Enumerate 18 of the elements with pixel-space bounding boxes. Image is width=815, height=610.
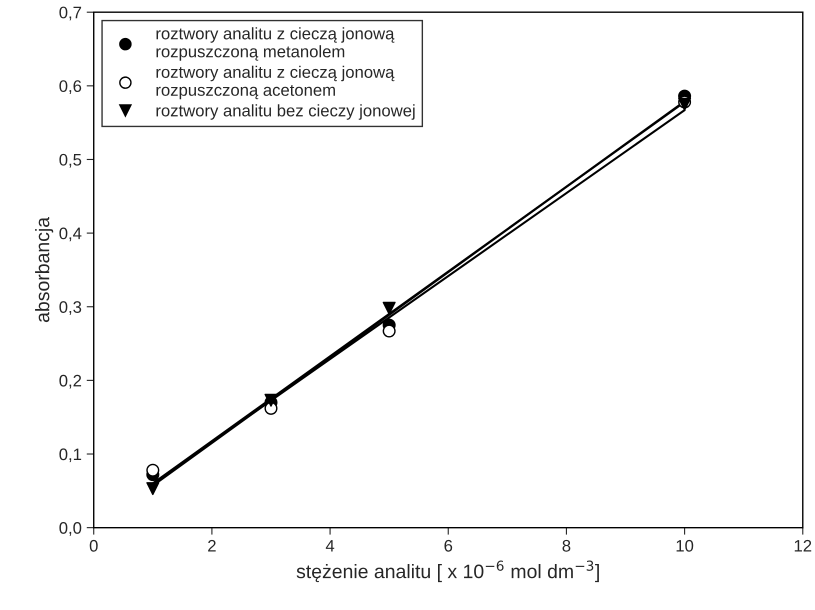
x-tick-label: 6: [444, 540, 452, 552]
y-tick-label: 0,0: [59, 522, 82, 536]
x-tick-label: 2: [208, 540, 216, 552]
x-tick-label: 0: [90, 540, 98, 552]
x-axis-title: stężenie analitu [ x 10$^{−6}$ mol dm$^{−3}$]: [296, 560, 599, 582]
y-tick-label: 0,2: [59, 374, 82, 389]
y-tick-label: 0,1: [59, 448, 82, 462]
x-tick-label: 4: [326, 540, 334, 552]
y-tick-label: 0,3: [59, 301, 82, 315]
x-tick-label: 12: [794, 540, 812, 552]
y-tick-label: 0,6: [59, 80, 82, 94]
x-tick-label: 10: [676, 540, 694, 552]
x-tick-label: 8: [562, 540, 570, 552]
legend-label: roztwory analitu bez cieczy jonowej: [156, 104, 415, 120]
y-tick-label: 0,5: [59, 154, 82, 168]
y-axis-title: absorbancja: [35, 216, 54, 322]
y-tick-label: 0,7: [59, 6, 82, 20]
y-tick-label: 0,4: [59, 228, 82, 242]
